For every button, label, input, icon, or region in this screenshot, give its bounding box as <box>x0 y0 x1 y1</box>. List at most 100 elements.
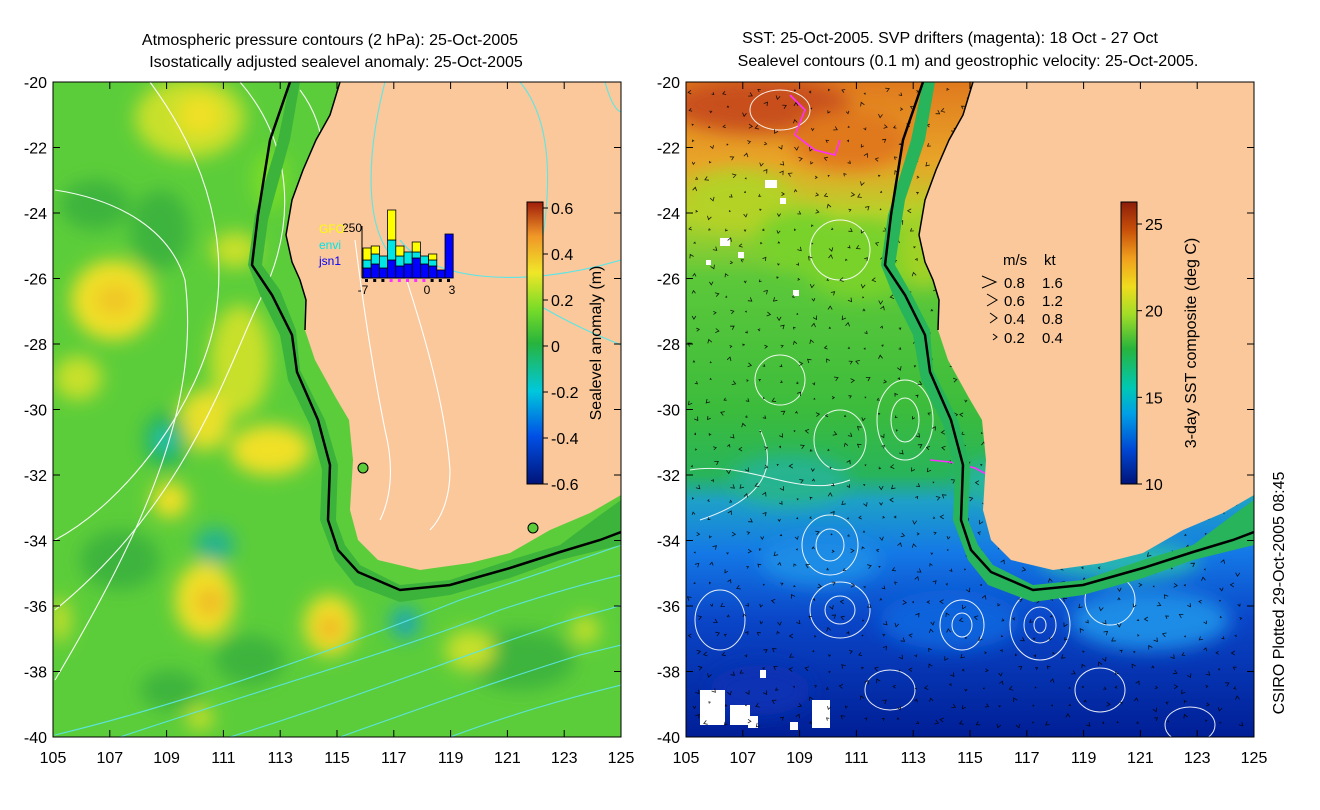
altimeter-inset-histogram: 250 -7 0 3 GFO envi jsn1 <box>318 209 456 297</box>
left-lon-tick: 119 <box>438 750 464 767</box>
inset-day-marker <box>447 279 450 282</box>
velocity-legend-header-ms: m/s <box>1003 252 1027 269</box>
sealevel-colorbar-label: Sealevel anomaly (m) <box>588 266 605 421</box>
right-land <box>919 82 1254 570</box>
left-lon-tick: 105 <box>40 750 67 767</box>
right-lon-tick: 119 <box>1071 750 1097 767</box>
sst-colorbar: 25 20 15 10 3-day SST composite (deg C) <box>1120 201 1200 494</box>
sealevel-colorbar-tick: -0.6 <box>551 477 579 494</box>
inset-xtick-0: -7 <box>358 283 369 297</box>
right-lon-tick: 113 <box>900 750 926 767</box>
sst-colorbar-label: 3-day SST composite (deg C) <box>1183 238 1200 448</box>
left-lat-tick: -40 <box>24 730 47 747</box>
inset-bar-segment <box>378 255 388 269</box>
inset-bar-segment <box>428 253 438 261</box>
inset-bar-segment <box>362 267 372 279</box>
left-lon-tick: 113 <box>267 750 293 767</box>
sst-colorbar-tick: 15 <box>1145 390 1163 407</box>
velocity-legend-kt-0: 1.6 <box>1042 275 1063 292</box>
inset-bar-segment <box>428 259 438 267</box>
inset-day-marker <box>373 279 377 282</box>
inset-legend-jsn1: jsn1 <box>318 254 341 268</box>
right-lon-tick: 117 <box>1014 750 1040 767</box>
left-lon-tick: 109 <box>153 750 180 767</box>
right-lon-tick: 111 <box>844 750 868 767</box>
left-lon-tick: 107 <box>96 750 123 767</box>
velocity-arrow-0-2-icon <box>992 333 998 341</box>
svp-drifter-track <box>789 94 841 156</box>
sealevel-colorbar-tick: -0.2 <box>551 385 579 402</box>
velocity-legend-ms-2: 0.4 <box>1004 311 1025 328</box>
left-lat-tick: -28 <box>24 337 47 354</box>
inset-bar-segment <box>370 253 380 265</box>
right-lat-tick: -38 <box>657 665 680 682</box>
velocity-legend-ms-3: 0.2 <box>1004 330 1025 347</box>
left-axes: -20 -22 -24 -26 -28 -30 -32 -34 -36 -38 -40 105 107 1… <box>24 75 635 767</box>
left-map-panel: Atmospheric pressure contours (2 hPa): 2… <box>24 32 635 767</box>
right-sst-field <box>686 82 1254 737</box>
left-lat-tick: -30 <box>24 403 47 420</box>
right-map-panel: SST: 25-Oct-2005. SVP drifters (magenta)… <box>657 30 1268 767</box>
sealevel-colorbar-tick: -0.4 <box>551 431 579 448</box>
inset-bar-segment <box>370 263 380 279</box>
velocity-legend: m/s kt 0.8 1.6 0.6 1.2 0.4 0.8 0.2 0.4 <box>981 252 1063 347</box>
inset-bar-segment <box>436 269 446 279</box>
inset-bar-segment <box>411 257 421 279</box>
inset-day-marker <box>406 279 409 282</box>
left-lat-tick: -22 <box>24 141 47 158</box>
left-title-line2: Isostatically adjusted sealevel anomaly:… <box>149 54 523 71</box>
inset-bar-segment <box>428 265 438 279</box>
right-title-line2: Sealevel contours (0.1 m) and geostrophi… <box>738 53 1199 70</box>
inset-day-marker <box>414 279 418 282</box>
left-lon-tick: 111 <box>211 750 235 767</box>
inset-bar-segment <box>362 247 372 261</box>
left-coastline <box>250 82 621 592</box>
right-lon-tick: 121 <box>1127 750 1154 767</box>
inset-bar-segment <box>387 259 397 279</box>
inset-day-marker <box>381 279 385 282</box>
right-coastline <box>883 82 1254 592</box>
inset-bar-segment <box>419 263 429 279</box>
left-lat-tick: -34 <box>24 534 47 551</box>
right-lat-tick: -36 <box>657 599 680 616</box>
left-lon-tick: 125 <box>608 750 635 767</box>
left-title-line1: Atmospheric pressure contours (2 hPa): 2… <box>142 32 518 49</box>
inset-day-marker <box>438 279 442 282</box>
left-lat-tick: -24 <box>24 206 47 223</box>
right-lon-tick: 123 <box>1184 750 1211 767</box>
inset-bar-segment <box>387 239 397 261</box>
right-axes: -20 -22 -24 -26 -28 -30 -32 -34 -36 -38 -40 105 107 1… <box>657 75 1268 767</box>
left-lat-tick: -26 <box>24 272 47 289</box>
left-lon-tick: 123 <box>551 750 578 767</box>
right-shelf <box>881 82 1254 602</box>
velocity-legend-kt-1: 1.2 <box>1042 293 1063 310</box>
inset-day-marker <box>430 279 434 282</box>
velocity-legend-kt-2: 0.8 <box>1042 311 1063 328</box>
velocity-arrow-0-4-icon <box>989 312 998 324</box>
velocity-legend-ms-1: 0.6 <box>1004 293 1025 310</box>
inset-day-marker <box>365 279 368 282</box>
left-lat-tick: -20 <box>24 75 47 92</box>
inset-bar-segment <box>395 265 405 279</box>
inset-day-marker <box>389 279 393 282</box>
inset-legend-envi: envi <box>319 238 341 252</box>
sealevel-colorbar: 0.6 0.4 0.2 0 -0.2 -0.4 -0.6 Sealevel anomaly … <box>526 201 605 494</box>
inset-legend-gfo: GFO <box>319 222 345 236</box>
right-lat-tick: -24 <box>657 206 680 223</box>
right-lon-tick: 107 <box>729 750 756 767</box>
sst-colorbar-tick: 25 <box>1145 217 1163 234</box>
cloud-mask-speckles <box>700 180 830 730</box>
right-lon-tick: 109 <box>786 750 813 767</box>
right-title-line1: SST: 25-Oct-2005. SVP drifters (magenta)… <box>742 30 1158 47</box>
sst-colorbar-tick: 20 <box>1145 304 1163 321</box>
left-lon-tick: 115 <box>324 750 350 767</box>
sealevel-colorbar-tick: 0.4 <box>551 247 573 264</box>
left-shelf <box>248 82 621 602</box>
left-lat-tick: -32 <box>24 468 47 485</box>
left-lon-tick: 121 <box>494 750 521 767</box>
velocity-legend-header-kt: kt <box>1044 252 1057 269</box>
inset-bar-segment <box>387 209 397 241</box>
right-lat-tick: -22 <box>657 141 680 158</box>
right-lat-tick: -32 <box>657 468 680 485</box>
